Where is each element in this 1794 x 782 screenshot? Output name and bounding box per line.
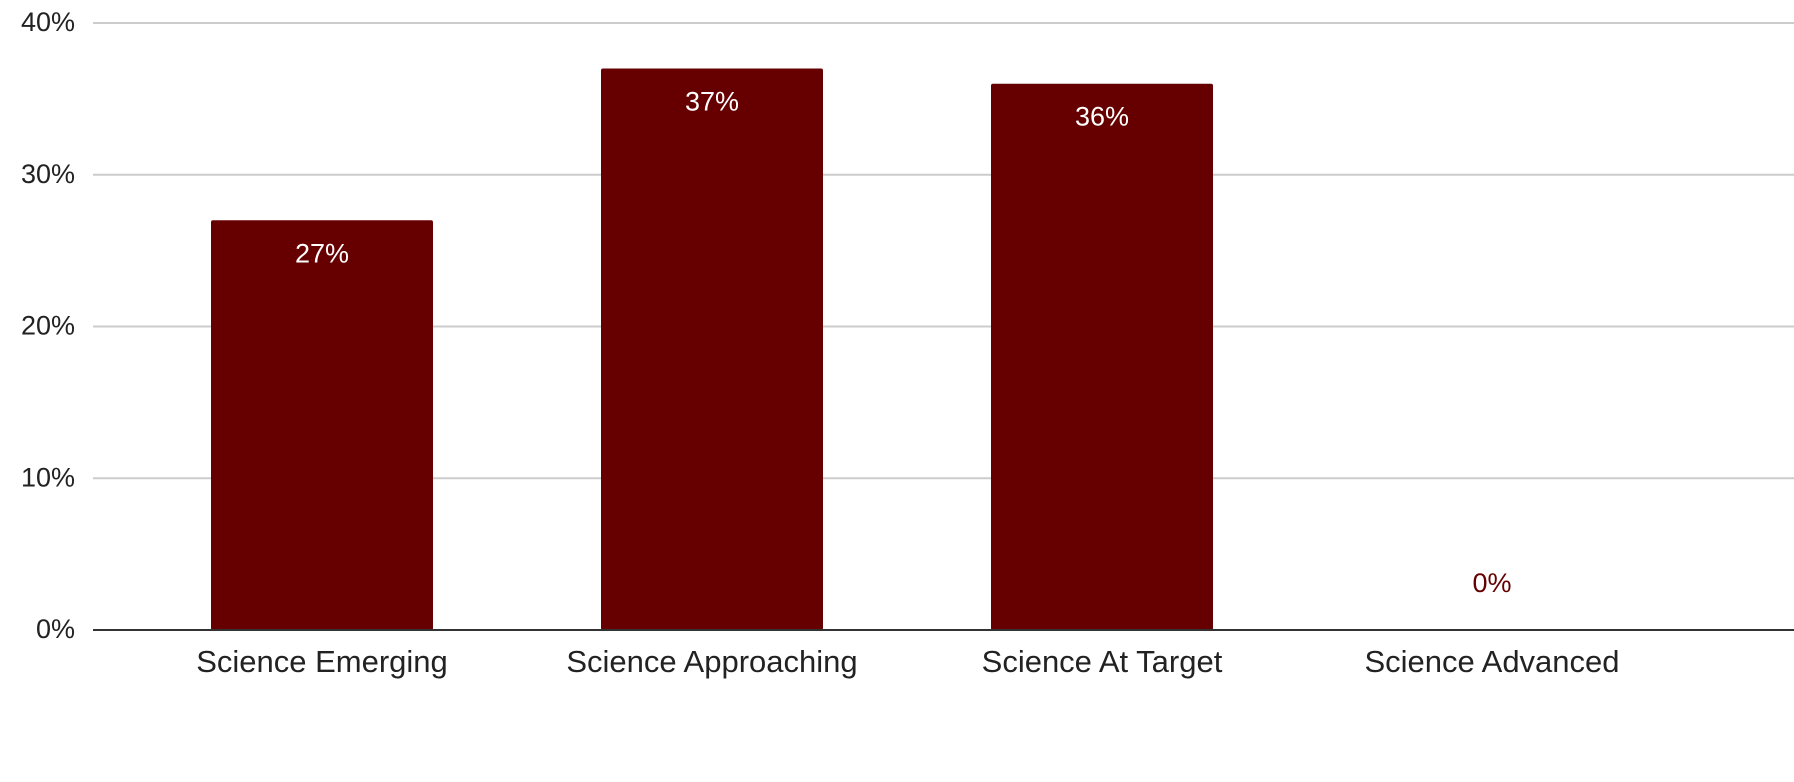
bar	[991, 83, 1213, 630]
data-label: 36%	[1075, 102, 1129, 132]
data-label: 37%	[685, 87, 739, 117]
bar	[601, 68, 823, 630]
data-labels: 27% 37% 36% 0%	[295, 87, 1512, 598]
y-tick-label: 40%	[21, 7, 75, 37]
y-tick-label: 10%	[21, 462, 75, 492]
y-tick-label: 0%	[36, 614, 75, 644]
x-axis-tick-labels: Science Emerging Science Approaching Scien…	[196, 644, 1619, 679]
data-label: 27%	[295, 238, 349, 268]
bar	[211, 220, 433, 630]
x-tick-label: Science Advanced	[1364, 644, 1619, 679]
x-tick-label: Science Approaching	[566, 644, 857, 679]
y-axis-tick-labels: 0% 10% 20% 30% 40%	[21, 7, 75, 644]
y-tick-label: 30%	[21, 159, 75, 189]
y-tick-label: 20%	[21, 311, 75, 341]
data-label: 0%	[1472, 568, 1511, 598]
x-tick-label: Science Emerging	[196, 644, 448, 679]
x-tick-label: Science At Target	[982, 644, 1223, 679]
bars	[211, 68, 1213, 630]
